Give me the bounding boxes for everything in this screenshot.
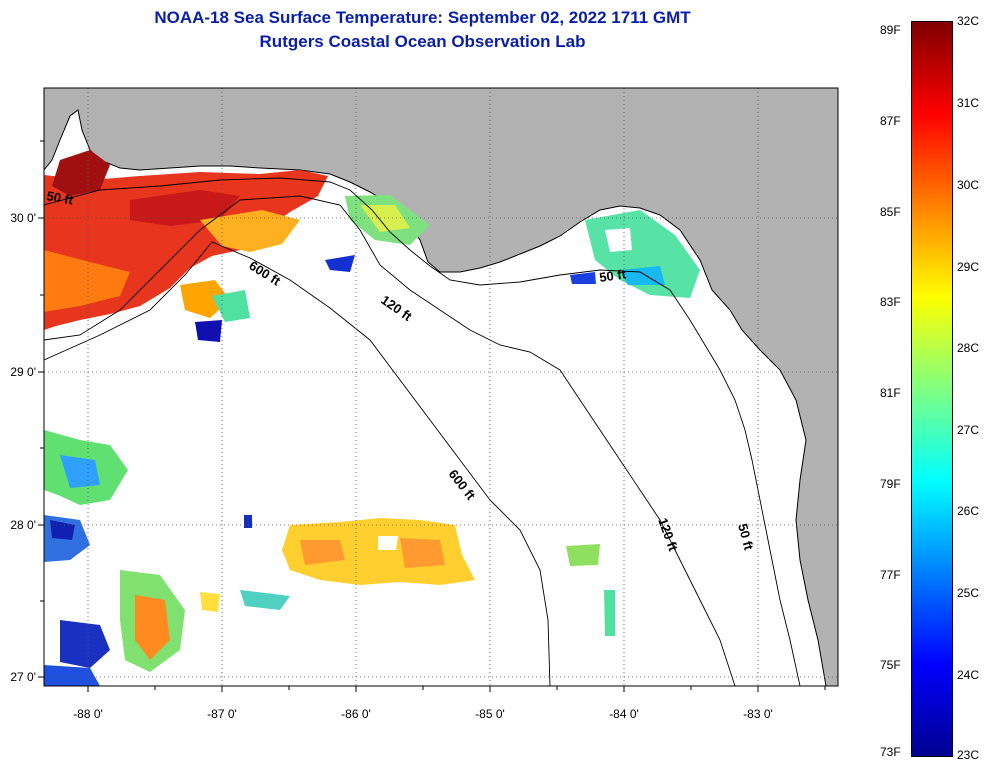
- temperature-colorbar: [911, 21, 953, 757]
- colorbar-f-label: 87F: [880, 114, 901, 128]
- lon-tick-label: -83 0': [743, 707, 773, 721]
- colorbar-c-label: 24C: [957, 668, 980, 682]
- colorbar-f-label: 77F: [880, 568, 901, 582]
- colorbar-f-label: 75F: [880, 658, 901, 672]
- colorbar-c-label: 26C: [957, 504, 980, 518]
- lat-lon-grid: [44, 88, 838, 686]
- lat-tick-label: 30 0': [10, 211, 36, 225]
- contour-600ft: [44, 241, 551, 686]
- lon-tick-label: -88 0': [73, 707, 103, 721]
- colorbar-c-label: 27C: [957, 423, 980, 437]
- colorbar-f-label: 79F: [880, 477, 901, 491]
- contour-120ft: [44, 195, 736, 686]
- map-frame: [43, 87, 839, 687]
- contour-50ft: [44, 177, 801, 686]
- contour-label: 50 ft: [735, 522, 757, 552]
- map-subtitle: Rutgers Coastal Ocean Observation Lab: [259, 32, 586, 51]
- colorbar-f-label: 81F: [880, 386, 901, 400]
- colorbar-c-label: 25C: [957, 586, 980, 600]
- map-title: NOAA-18 Sea Surface Temperature: Septemb…: [154, 8, 691, 27]
- lon-tick-label: -86 0': [341, 707, 371, 721]
- lat-tick-label: 27 0': [10, 670, 36, 684]
- land: [44, 88, 838, 686]
- colorbar-c-label: 29C: [957, 260, 980, 274]
- lon-tick-label: -87 0': [207, 707, 237, 721]
- colorbar-c-label: 23C: [957, 748, 980, 762]
- contour-label: 50 ft: [45, 188, 75, 208]
- colorbar-f-label: 89F: [880, 23, 901, 37]
- colorbar-c-label: 31C: [957, 96, 980, 110]
- sst-data: [44, 150, 700, 686]
- colorbar-c-label: 28C: [957, 341, 980, 355]
- colorbar-c-label: 32C: [957, 14, 980, 28]
- lat-tick-label: 28 0': [10, 518, 36, 532]
- depth-contours: [44, 177, 801, 686]
- colorbar-f-label: 85F: [880, 205, 901, 219]
- coastline: [44, 109, 827, 686]
- colorbar-f-label: 83F: [880, 295, 901, 309]
- tick-marks: [38, 140, 826, 692]
- lon-tick-label: -84 0': [609, 707, 639, 721]
- contour-label: 50 ft: [598, 266, 627, 285]
- lat-tick-label: 29 0': [10, 365, 36, 379]
- lon-tick-label: -85 0': [475, 707, 505, 721]
- colorbar-c-label: 30C: [957, 178, 980, 192]
- colorbar-f-label: 73F: [880, 745, 901, 759]
